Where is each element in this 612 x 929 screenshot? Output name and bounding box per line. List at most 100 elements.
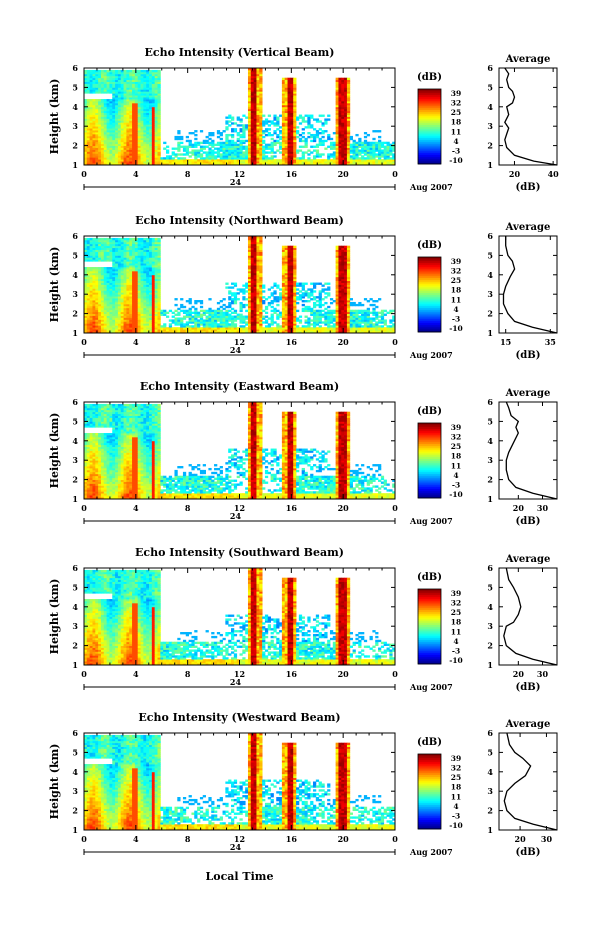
heatmap-cell: [98, 331, 102, 334]
heatmap-cell: [106, 100, 110, 104]
heatmap-cell: [188, 145, 192, 148]
heatmap-cell: [341, 79, 345, 82]
heatmap-cell: [89, 120, 93, 123]
heatmap-cell: [233, 161, 238, 164]
heatmap-cell: [219, 163, 223, 166]
heatmap-cell: [154, 114, 158, 117]
heatmap-cell: [89, 104, 93, 108]
heatmap-cell: [98, 315, 102, 318]
heatmap-cell: [123, 89, 127, 92]
heatmap-cell: [137, 104, 141, 108]
heatmap-cell: [293, 91, 297, 94]
heatmap-cell: [123, 114, 127, 117]
heatmap-cell: [304, 120, 308, 123]
heatmap-cell: [366, 159, 370, 162]
heatmap-cell: [287, 93, 291, 96]
heatmap-cell: [123, 122, 127, 125]
heatmap-cell: [89, 305, 93, 309]
heatmap-cell: [256, 81, 260, 84]
heatmap-cell: [92, 120, 96, 123]
heatmap-cell: [242, 130, 246, 133]
heatmap-cell: [355, 161, 359, 164]
heatmap-cell: [149, 149, 153, 152]
heatmap-cell: [146, 143, 150, 146]
heatmap-cell: [259, 81, 263, 84]
heatmap-cell: [253, 85, 257, 88]
heatmap-cell: [129, 99, 133, 102]
heatmap-cell: [250, 141, 255, 145]
heatmap-cell: [140, 151, 144, 154]
heatmap-cell: [335, 97, 339, 100]
heatmap-cell: [146, 139, 150, 143]
heatmap-cell: [109, 292, 113, 295]
heatmap-cell: [233, 282, 238, 285]
heatmap-cell: [250, 91, 255, 94]
heatmap-cell: [208, 147, 212, 150]
heatmap-cell: [287, 81, 291, 84]
heatmap-cell: [112, 135, 116, 139]
heatmap-cell: [321, 130, 325, 133]
heatmap-cell: [222, 147, 226, 150]
y-tick-label: 1: [72, 160, 78, 170]
heatmap-cell: [129, 151, 133, 154]
heatmap-cell: [366, 157, 370, 160]
heatmap-cell: [112, 73, 116, 77]
heatmap-cell: [279, 137, 283, 141]
heatmap-cell: [256, 161, 260, 164]
heatmap-cell: [106, 309, 110, 313]
heatmap-cell: [140, 112, 144, 115]
heatmap-cell: [313, 155, 317, 158]
heatmap-cell: [389, 149, 393, 152]
heatmap-cell: [100, 137, 105, 141]
heatmap-cell: [103, 301, 108, 305]
heatmap-cell: [293, 120, 297, 123]
heatmap-cell: [117, 118, 122, 121]
heatmap-cell: [284, 112, 288, 115]
heatmap-cell: [103, 79, 108, 82]
heatmap-cell: [123, 75, 127, 79]
heatmap-cell: [171, 151, 175, 154]
heatmap-cell: [100, 247, 105, 250]
heatmap-cell: [313, 163, 317, 166]
heatmap-cell: [106, 255, 110, 258]
heatmap-cell: [301, 159, 305, 162]
heatmap-cell: [332, 141, 337, 145]
heatmap-cell: [92, 294, 96, 297]
heatmap-cell: [296, 116, 300, 119]
heatmap-cell: [341, 85, 345, 88]
heatmap-cell: [84, 85, 88, 88]
heatmap-cell: [380, 161, 385, 164]
heatmap-cell: [98, 124, 102, 127]
heatmap-cell: [126, 135, 130, 139]
heatmap-cell: [245, 139, 249, 143]
heatmap-cell: [95, 128, 99, 131]
heatmap-cell: [109, 99, 113, 102]
heatmap-cell: [247, 69, 252, 73]
heatmap-cell: [287, 155, 291, 158]
heatmap-cell: [392, 143, 396, 146]
heatmap-cell: [95, 321, 99, 324]
heatmap-cell: [228, 296, 232, 299]
heatmap-cell: [177, 143, 181, 146]
heatmap-cell: [228, 161, 232, 164]
colorbar-swatch: [418, 107, 441, 111]
heatmap-cell: [109, 118, 113, 121]
heatmap-cell: [100, 259, 105, 262]
heatmap-cell: [86, 100, 91, 104]
heatmap-cell: [120, 102, 124, 106]
heatmap-cell: [115, 118, 119, 121]
heatmap-cell: [287, 133, 291, 137]
heatmap-cell: [259, 99, 263, 102]
heatmap-cell: [344, 112, 348, 115]
average-y-tick-label: 4: [487, 102, 493, 112]
heatmap-cell: [247, 112, 252, 115]
heatmap-cell: [239, 118, 243, 121]
heatmap-cell: [134, 69, 139, 73]
heatmap-cell: [338, 159, 342, 162]
heatmap-cell: [112, 149, 116, 152]
heatmap-cell: [281, 151, 286, 154]
heatmap-cell: [112, 102, 116, 106]
heatmap-cell: [253, 139, 257, 143]
heatmap-cell: [109, 112, 113, 115]
heatmap-cell: [188, 161, 192, 164]
